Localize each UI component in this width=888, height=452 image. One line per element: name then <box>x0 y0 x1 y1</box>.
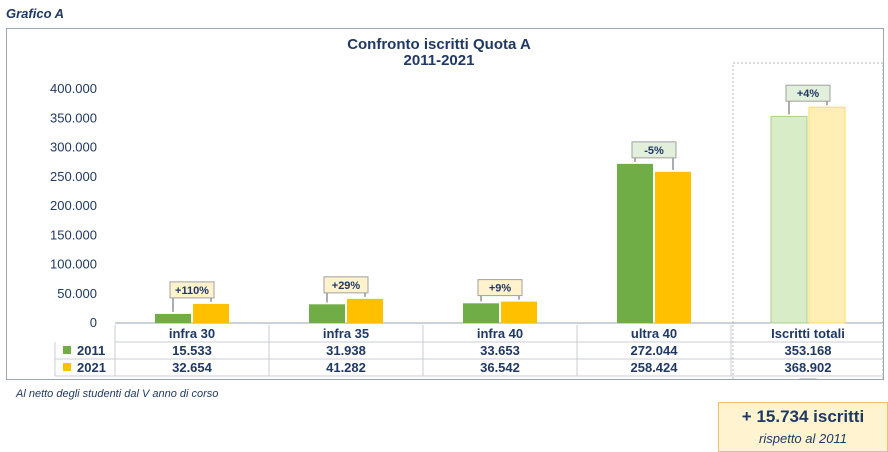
x-category-label: infra 40 <box>477 326 523 341</box>
table-value-2011: 353.168 <box>785 343 832 358</box>
y-tick-label: 50.000 <box>57 286 97 301</box>
table-value-2021: 41.282 <box>326 360 366 375</box>
table-value-2021: 32.654 <box>172 360 213 375</box>
legend-label-2021: 2021 <box>77 360 106 375</box>
chart-subtitle: 2011-2021 <box>404 52 475 69</box>
change-label-box <box>477 279 523 297</box>
change-label: +9% <box>489 283 512 295</box>
x-category-label: ultra 40 <box>631 326 677 341</box>
table-value-2011: 33.653 <box>480 343 520 358</box>
change-label-box <box>785 84 831 102</box>
bar-2021-iscritti-totali <box>808 106 846 324</box>
change-label: +4% <box>797 88 820 100</box>
x-category-label: infra 35 <box>323 326 369 341</box>
bar-2021-ultra-40 <box>655 171 691 323</box>
change-label-box <box>631 141 677 159</box>
table-value-2021: 368.902 <box>785 360 832 375</box>
bar-2021-infra-35 <box>347 298 383 323</box>
y-tick-label: 400.000 <box>50 81 97 96</box>
bar-2011-infra-40 <box>463 303 499 323</box>
change-label: +110% <box>175 285 209 297</box>
bar-2011-infra-30 <box>155 313 191 323</box>
bar-2011-ultra-40 <box>617 163 653 323</box>
y-tick-label: 350.000 <box>50 110 97 125</box>
callout-title: + 15.734 iscritti <box>741 407 865 426</box>
bar-2011-iscritti-totali <box>770 115 808 324</box>
table-value-2021: 36.542 <box>480 360 520 375</box>
bar-chart: Confronto iscritti Quota A 2011-2021 0 50… <box>50 36 886 400</box>
table-value-2011: 31.938 <box>326 343 366 358</box>
change-label: +29% <box>332 280 361 292</box>
legend-label-2011: 2011 <box>77 343 105 358</box>
table-value-2021: 258.424 <box>631 360 679 375</box>
legend-swatch-2011 <box>63 346 71 354</box>
y-tick-label: 300.000 <box>50 140 97 155</box>
table-value-2011: 272.044 <box>631 343 679 358</box>
y-tick-label: 100.000 <box>50 257 97 272</box>
bar-2021-infra-40 <box>501 301 537 323</box>
chart-title: Confronto iscritti Quota A <box>347 36 531 53</box>
chart-container: Confronto iscritti Quota A 2011-2021 0 50… <box>6 28 886 400</box>
footnote: Al netto degli studenti dal V anno di co… <box>16 388 219 400</box>
callout-subtitle: rispetto al 2011 <box>759 431 847 446</box>
change-label-box <box>323 276 369 294</box>
x-category-label: Iscritti totali <box>771 326 845 341</box>
y-tick-label: 200.000 <box>50 198 97 213</box>
bar-2021-infra-30 <box>193 303 229 323</box>
y-tick-label: 0 <box>90 315 97 330</box>
y-tick-label: 150.000 <box>50 227 97 242</box>
legend-swatch-2021 <box>63 363 71 371</box>
x-category-label: infra 30 <box>169 326 215 341</box>
change-label: -5% <box>644 145 664 157</box>
total-increase-callout: + 15.734 iscritti rispetto al 2011 <box>718 402 888 452</box>
bar-2011-infra-35 <box>309 304 345 323</box>
figure-label: Grafico A <box>6 6 65 21</box>
y-tick-label: 250.000 <box>50 169 97 184</box>
table-value-2011: 15.533 <box>172 343 212 358</box>
change-label-box <box>169 281 215 299</box>
